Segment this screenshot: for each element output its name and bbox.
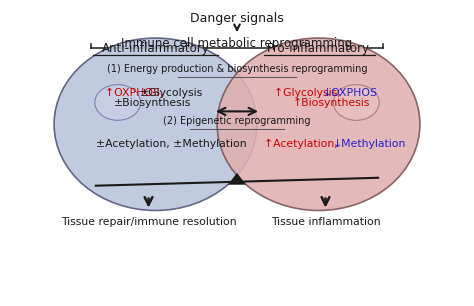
Text: Anti-inflammatory: Anti-inflammatory	[101, 42, 210, 55]
Polygon shape	[228, 173, 246, 185]
Ellipse shape	[333, 85, 379, 120]
Text: Danger signals: Danger signals	[190, 12, 284, 25]
Text: ±Biosynthesis: ±Biosynthesis	[114, 99, 191, 108]
Text: ±Glycolysis: ±Glycolysis	[139, 88, 203, 98]
Text: ↑Acetylation,: ↑Acetylation,	[264, 139, 341, 149]
Text: Tissue inflammation: Tissue inflammation	[271, 217, 380, 227]
Ellipse shape	[217, 38, 420, 211]
Text: ↑OXPHOS,: ↑OXPHOS,	[105, 88, 167, 98]
Text: ±Acetylation, ±Methylation: ±Acetylation, ±Methylation	[96, 139, 246, 149]
Text: (1) Energy production & biosynthesis reprogramming: (1) Energy production & biosynthesis rep…	[107, 64, 367, 74]
Text: ↑Biosynthesis: ↑Biosynthesis	[292, 99, 370, 109]
Text: ↓OXPHOS: ↓OXPHOS	[322, 88, 377, 98]
Text: ↑Glycolysis,: ↑Glycolysis,	[274, 88, 344, 98]
Text: ↓Methylation: ↓Methylation	[332, 139, 406, 149]
Text: Immune cell metabolic reprogramming: Immune cell metabolic reprogramming	[121, 37, 353, 50]
Text: Pro-inflammatory: Pro-inflammatory	[267, 42, 370, 55]
Ellipse shape	[54, 38, 257, 211]
Text: Tissue repair/immune resolution: Tissue repair/immune resolution	[61, 217, 237, 227]
Ellipse shape	[95, 85, 141, 120]
Text: (2) Epigenetic reprogramming: (2) Epigenetic reprogramming	[163, 116, 311, 126]
